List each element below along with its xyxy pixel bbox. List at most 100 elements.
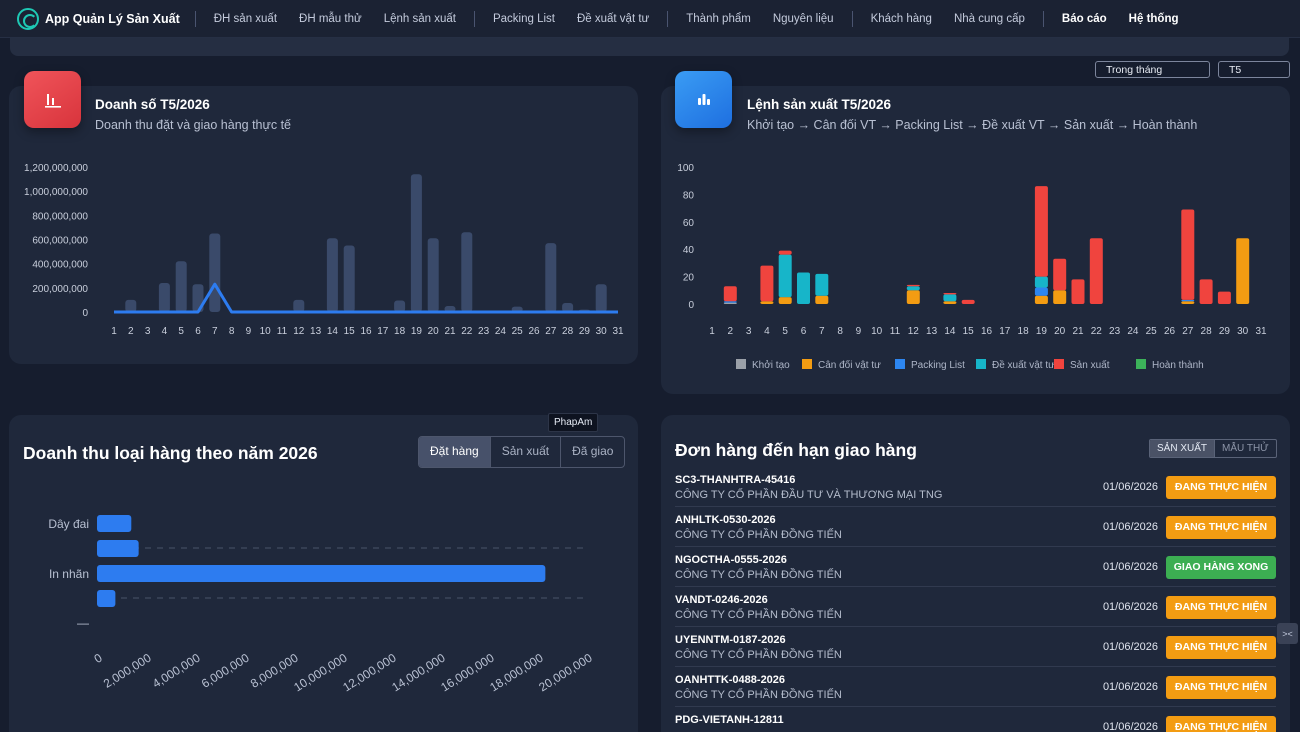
x-tick-label: 16 [981,326,993,337]
order-row[interactable]: NGOCTHA-0555-2026 CÔNG TY CỔ PHẦN ĐỒNG TI… [675,547,1276,587]
category-card-title: Doanh thu loại hàng theo năm 2026 [23,443,318,463]
x-tick-label: 17 [377,326,389,337]
x-tick-label: 2 [128,326,134,337]
x-tick-label: 7 [212,326,218,337]
order-code: OANHTTK-0488-2026 [675,674,786,686]
order-code: PDG-VIETANH-12811 [675,714,784,726]
x-tick-label: 27 [545,326,557,337]
legend-label: Cân đối vật tư [818,359,881,371]
category-bar [97,565,546,582]
category-tab[interactable]: Đã giao [572,444,614,458]
category-label: Dây đai [48,517,89,531]
order-row[interactable]: SC3-THANHTRA-45416 CÔNG TY CỔ PHẦN ĐẦU TƯ… [675,467,1276,507]
x-tick-label: 15 [344,326,356,337]
order-due-date: 01/06/2026 [1102,641,1158,653]
top-nav: App Quản Lý Sản Xuất ĐH sản xuất ĐH mẫu t… [0,0,1300,38]
x-tick-label: 20,000,000 [536,651,595,695]
x-tick-label: 21 [444,326,456,337]
order-row[interactable]: UYENNTM-0187-2026 CÔNG TY CỔ PHẦN ĐỒNG TI… [675,627,1276,667]
revenue-bar [326,238,338,312]
nav-separator [851,10,853,27]
nav-item[interactable]: Báo cáo [1061,12,1107,25]
category-chart: Dây đai In nhãn — 02,000,0004,000,0006,000,… [48,515,595,695]
category-tab[interactable]: Đặt hàng [419,437,491,467]
order-status-badge[interactable]: ĐANG THỰC HIỆN [1166,476,1276,499]
legend-swatch [802,359,812,369]
x-tick-label: 18 [394,326,406,337]
nav-separator [194,10,196,27]
x-tick-label: 11 [277,326,288,337]
legend-swatch [1054,359,1064,369]
production-bar-segment [1199,279,1213,304]
x-tick-label: 5 [178,326,184,337]
order-status-badge[interactable]: ĐANG THỰC HIỆN [1166,516,1276,539]
nav-item[interactable]: Lệnh sản xuất [383,12,456,25]
due-orders-tab[interactable]: SẢN XUẤT [1150,440,1216,457]
production-bar-segment [906,284,920,287]
x-tick-label: 9 [856,326,862,337]
collapse-icon[interactable]: >< [1277,623,1298,644]
nav-item[interactable]: Nhà cung cấp [953,12,1025,25]
nav-item[interactable]: Nguyên liệu [772,12,834,25]
order-row[interactable]: PDG-VIETANH-12811 01/06/2026 ĐANG THỰC HIỆ… [675,707,1276,732]
x-tick-label: 30 [596,326,608,337]
due-orders-tab[interactable]: MẪU THỬ [1222,443,1269,454]
revenue-card-title: Doanh số T5/2026 [95,97,210,112]
due-orders-tabs: SẢN XUẤT MẪU THỬ [1149,439,1277,458]
production-bar-segment [1053,290,1067,304]
order-customer: CÔNG TY CỔ PHẦN ĐỒNG TIẾN [675,569,842,581]
order-status-badge[interactable]: ĐANG THỰC HIỆN [1166,596,1276,619]
category-bar [97,590,116,607]
user-tooltip: PhapAm [548,413,599,432]
period-filter[interactable]: Trong tháng [1095,61,1210,78]
production-bar-segment [723,302,737,304]
nav-item[interactable]: ĐH sản xuất [213,12,278,25]
y-tick-label: 80 [683,190,695,201]
x-tick-label: 2 [728,326,734,337]
revenue-card-subtitle: Doanh thu đặt và giao hàng thực tế [95,118,292,132]
order-status-badge[interactable]: ĐANG THỰC HIỆN [1166,636,1276,659]
nav-item[interactable]: Hệ thống [1128,12,1179,25]
order-due-date: 01/06/2026 [1102,521,1158,533]
x-tick-label: 19 [411,326,423,337]
order-status-badge[interactable]: ĐANG THỰC HIỆN [1166,676,1276,699]
revenue-chart-icon [24,71,81,128]
order-row[interactable]: VANDT-0246-2026 CÔNG TY CỔ PHẦN ĐỒNG TIẾN… [675,587,1276,627]
production-chart-icon [675,71,732,128]
x-tick-label: 25 [1146,326,1158,337]
nav-item[interactable]: Thành phẩm [686,12,751,25]
y-tick-label: 600,000,000 [32,236,88,247]
x-tick-label: 18,000,000 [487,651,546,695]
revenue-bar [343,245,355,312]
nav-item[interactable]: Đề xuất vật tư [576,12,650,25]
x-tick-label: 10 [260,326,272,337]
y-tick-label: 60 [683,218,695,229]
x-tick-label: 2,000,000 [101,651,154,691]
order-row[interactable]: ANHLTK-0530-2026 CÔNG TY CỔ PHẦN ĐỒNG TIẾ… [675,507,1276,547]
x-tick-label: 24 [495,326,507,337]
x-tick-label: 3 [746,326,752,337]
x-tick-label: 23 [478,326,490,337]
y-tick-label: 200,000,000 [32,284,88,295]
production-bar-segment [943,294,957,302]
y-tick-label: 40 [683,245,695,256]
order-row[interactable]: OANHTTK-0488-2026 CÔNG TY CỔ PHẦN ĐỒNG TI… [675,667,1276,707]
x-tick-label: 15 [963,326,975,337]
x-tick-label: 10,000,000 [291,651,350,695]
order-status-badge[interactable]: GIAO HÀNG XONG [1166,556,1276,579]
x-tick-label: 22 [461,326,473,337]
category-tab[interactable]: Sản xuất [491,437,562,467]
nav-item[interactable]: ĐH mẫu thử [299,12,362,25]
brand[interactable]: App Quản Lý Sản Xuất [0,7,180,30]
x-tick-label: 14 [327,326,339,337]
nav-item[interactable]: Khách hàng [870,12,932,25]
x-tick-label: 26 [1164,326,1176,337]
x-tick-label: 12 [293,326,305,337]
x-tick-label: 4 [764,326,770,337]
order-status-badge[interactable]: ĐANG THỰC HIỆN [1166,716,1276,732]
x-tick-label: 27 [1182,326,1194,337]
month-filter[interactable]: T5 [1218,61,1290,78]
nav-item[interactable]: Packing List [492,12,555,25]
legend-label: Packing List [911,360,965,371]
x-tick-label: 10 [871,326,883,337]
